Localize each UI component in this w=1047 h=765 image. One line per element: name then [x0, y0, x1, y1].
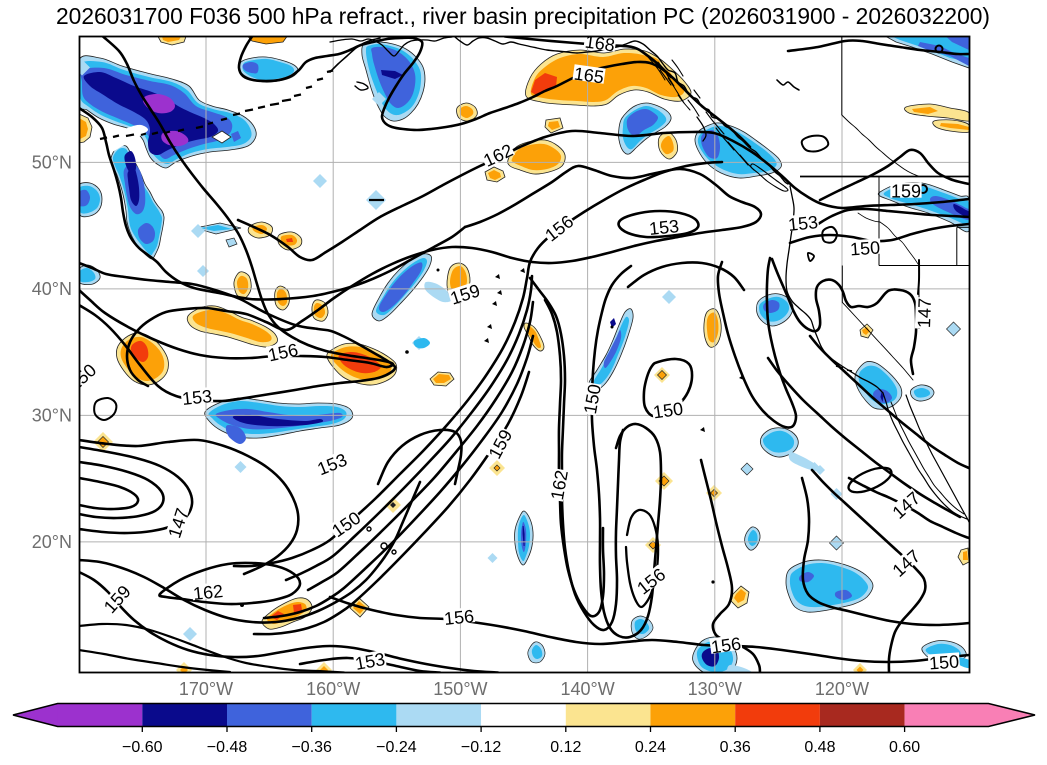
- svg-text:150°W: 150°W: [433, 679, 487, 699]
- svg-text:0.48: 0.48: [804, 739, 835, 756]
- svg-text:159: 159: [891, 182, 921, 202]
- svg-text:−0.36: −0.36: [291, 739, 332, 756]
- svg-text:0.12: 0.12: [550, 739, 581, 756]
- svg-text:147: 147: [914, 298, 935, 329]
- svg-text:156: 156: [443, 606, 475, 629]
- svg-text:−0.48: −0.48: [207, 739, 248, 756]
- svg-text:−0.12: −0.12: [461, 739, 502, 756]
- svg-text:162: 162: [192, 581, 224, 604]
- svg-text:153: 153: [354, 649, 387, 674]
- svg-text:−0.24: −0.24: [376, 739, 417, 756]
- svg-text:140°W: 140°W: [560, 679, 614, 699]
- svg-text:40°N: 40°N: [32, 279, 72, 299]
- svg-text:153: 153: [181, 386, 213, 409]
- svg-text:0.60: 0.60: [889, 739, 920, 756]
- svg-text:150: 150: [928, 651, 959, 673]
- svg-text:156: 156: [710, 634, 743, 658]
- svg-text:168: 168: [584, 32, 617, 56]
- svg-text:160°W: 160°W: [306, 679, 360, 699]
- svg-text:0.24: 0.24: [635, 739, 666, 756]
- svg-text:150: 150: [849, 237, 880, 259]
- svg-text:−0.60: −0.60: [122, 739, 163, 756]
- svg-text:120°W: 120°W: [815, 679, 869, 699]
- svg-text:20°N: 20°N: [32, 532, 72, 552]
- svg-text:153: 153: [787, 212, 819, 235]
- svg-text:165: 165: [573, 64, 606, 88]
- svg-text:0.36: 0.36: [720, 739, 751, 756]
- svg-text:170°W: 170°W: [179, 679, 233, 699]
- svg-text:130°W: 130°W: [688, 679, 742, 699]
- svg-text:30°N: 30°N: [32, 405, 72, 425]
- svg-text:150: 150: [652, 399, 685, 423]
- svg-text:153: 153: [648, 216, 680, 239]
- svg-text:50°N: 50°N: [32, 152, 72, 172]
- svg-text:2026031700 F036 500 hPa refrac: 2026031700 F036 500 hPa refract., river …: [56, 3, 990, 29]
